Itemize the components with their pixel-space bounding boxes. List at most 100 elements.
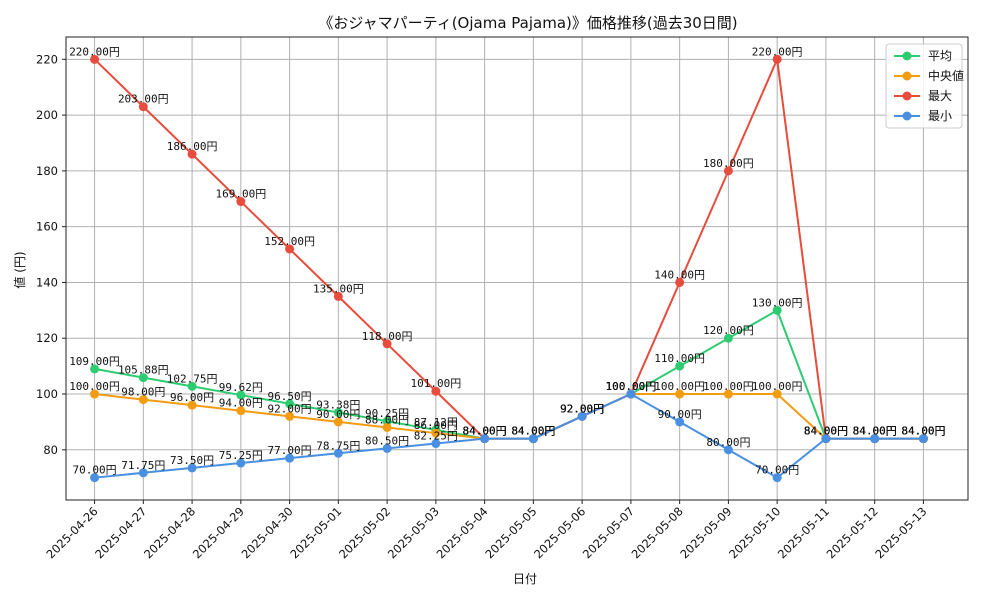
data-label: 84.00円: [804, 425, 848, 438]
data-point: [723, 389, 733, 399]
data-label: 84.00円: [853, 425, 897, 438]
x-axis: 2025-04-262025-04-272025-04-282025-04-29…: [44, 500, 930, 561]
data-point: [821, 434, 831, 444]
series-lines: [90, 54, 928, 483]
data-point: [675, 361, 685, 371]
x-axis-label: 日付: [513, 572, 537, 586]
data-point: [723, 445, 733, 455]
data-label: 82.25円: [414, 430, 458, 443]
data-label: 84.00円: [511, 425, 555, 438]
y-tick-label: 220: [36, 52, 58, 66]
data-label: 101.00円: [410, 377, 461, 390]
data-label: 186.00円: [167, 140, 218, 153]
data-point: [382, 422, 392, 432]
data-point: [675, 389, 685, 399]
data-label: 92.00円: [560, 402, 604, 415]
legend-entry: 中央値: [928, 68, 964, 83]
y-tick-label: 120: [36, 331, 58, 345]
data-label: 100.00円: [752, 380, 803, 393]
data-point: [577, 411, 587, 421]
data-label: 100.00円: [654, 380, 705, 393]
legend-entry: 最大: [928, 89, 952, 103]
data-label: 84.00円: [463, 425, 507, 438]
x-tick-label: 2025-05-05: [482, 504, 539, 561]
data-label: 70.00円: [755, 464, 799, 477]
data-label: 203.00円: [118, 93, 169, 106]
x-tick-label: 2025-05-04: [434, 504, 491, 561]
data-point: [187, 400, 197, 410]
data-label: 92.00円: [268, 402, 312, 415]
data-label: 84.00円: [804, 425, 848, 438]
data-point: [333, 291, 343, 301]
x-tick-label: 2025-05-03: [385, 504, 442, 561]
x-tick-label: 2025-04-26: [44, 504, 101, 561]
data-point: [285, 244, 295, 254]
data-label: 84.00円: [901, 425, 945, 438]
data-label: 130.00円: [752, 296, 803, 309]
data-point: [333, 407, 343, 417]
data-point: [431, 386, 441, 396]
data-label: 105.88円: [118, 364, 169, 377]
data-point: [772, 305, 782, 315]
data-label: 80.50円: [365, 434, 409, 447]
data-label: 84.00円: [853, 425, 897, 438]
data-point: [285, 411, 295, 421]
data-labels: 109.00円105.88円102.75円99.62円96.50円93.38円9…: [69, 45, 945, 476]
data-label: 100.00円: [606, 380, 657, 393]
data-label: 77.00円: [268, 444, 312, 457]
y-tick-label: 180: [36, 164, 58, 178]
data-label: 140.00円: [654, 268, 705, 281]
data-point: [236, 197, 246, 207]
data-point: [285, 399, 295, 409]
data-label: 99.62円: [219, 381, 263, 394]
data-point: [187, 463, 197, 473]
data-label: 86.00円: [414, 419, 458, 432]
data-label: 80.00円: [706, 436, 750, 449]
data-label: 135.00円: [313, 282, 364, 295]
data-label: 84.00円: [901, 425, 945, 438]
data-point: [382, 443, 392, 453]
chart-title: 《おジャマパーティ(Ojama Pajama)》価格推移(過去30日間): [318, 14, 737, 32]
series-line-0: [94, 308, 924, 440]
data-label: 152.00円: [264, 235, 315, 248]
data-label: 84.00円: [511, 425, 555, 438]
data-label: 110.00円: [654, 352, 705, 365]
data-label: 88.00円: [365, 413, 409, 426]
data-point: [772, 473, 782, 483]
data-point: [138, 395, 148, 405]
y-axis-label: 値 (円): [12, 251, 27, 288]
x-tick-label: 2025-04-30: [239, 504, 296, 561]
data-label: 169.00円: [215, 188, 266, 201]
data-label: 100.00円: [606, 380, 657, 393]
data-point: [187, 149, 197, 159]
data-point: [480, 434, 490, 444]
data-point: [772, 54, 782, 64]
x-tick-label: 2025-05-13: [872, 504, 929, 561]
legend-marker: [902, 71, 912, 81]
x-tick-label: 2025-05-11: [775, 504, 832, 561]
data-point: [675, 417, 685, 427]
data-label: 84.00円: [804, 425, 848, 438]
data-point: [723, 333, 733, 343]
data-label: 84.00円: [463, 425, 507, 438]
data-label: 102.75円: [167, 372, 218, 385]
data-label: 180.00円: [703, 157, 754, 170]
legend-entry: 平均: [928, 49, 952, 63]
data-label: 94.00円: [219, 397, 263, 410]
data-point: [918, 434, 928, 444]
data-label: 84.00円: [853, 425, 897, 438]
data-label: 90.00円: [658, 408, 702, 421]
data-point: [333, 417, 343, 427]
legend-box: [885, 43, 963, 129]
data-label: 84.00円: [463, 425, 507, 438]
data-point: [138, 468, 148, 478]
data-label: 84.00円: [804, 425, 848, 438]
data-label: 100.00円: [606, 380, 657, 393]
x-tick-label: 2025-05-06: [531, 504, 588, 561]
data-label: 78.75円: [316, 439, 360, 452]
data-point: [187, 381, 197, 391]
series-line-3: [94, 392, 924, 479]
data-point: [236, 390, 246, 400]
data-point: [236, 458, 246, 468]
x-tick-label: 2025-04-28: [141, 504, 198, 561]
